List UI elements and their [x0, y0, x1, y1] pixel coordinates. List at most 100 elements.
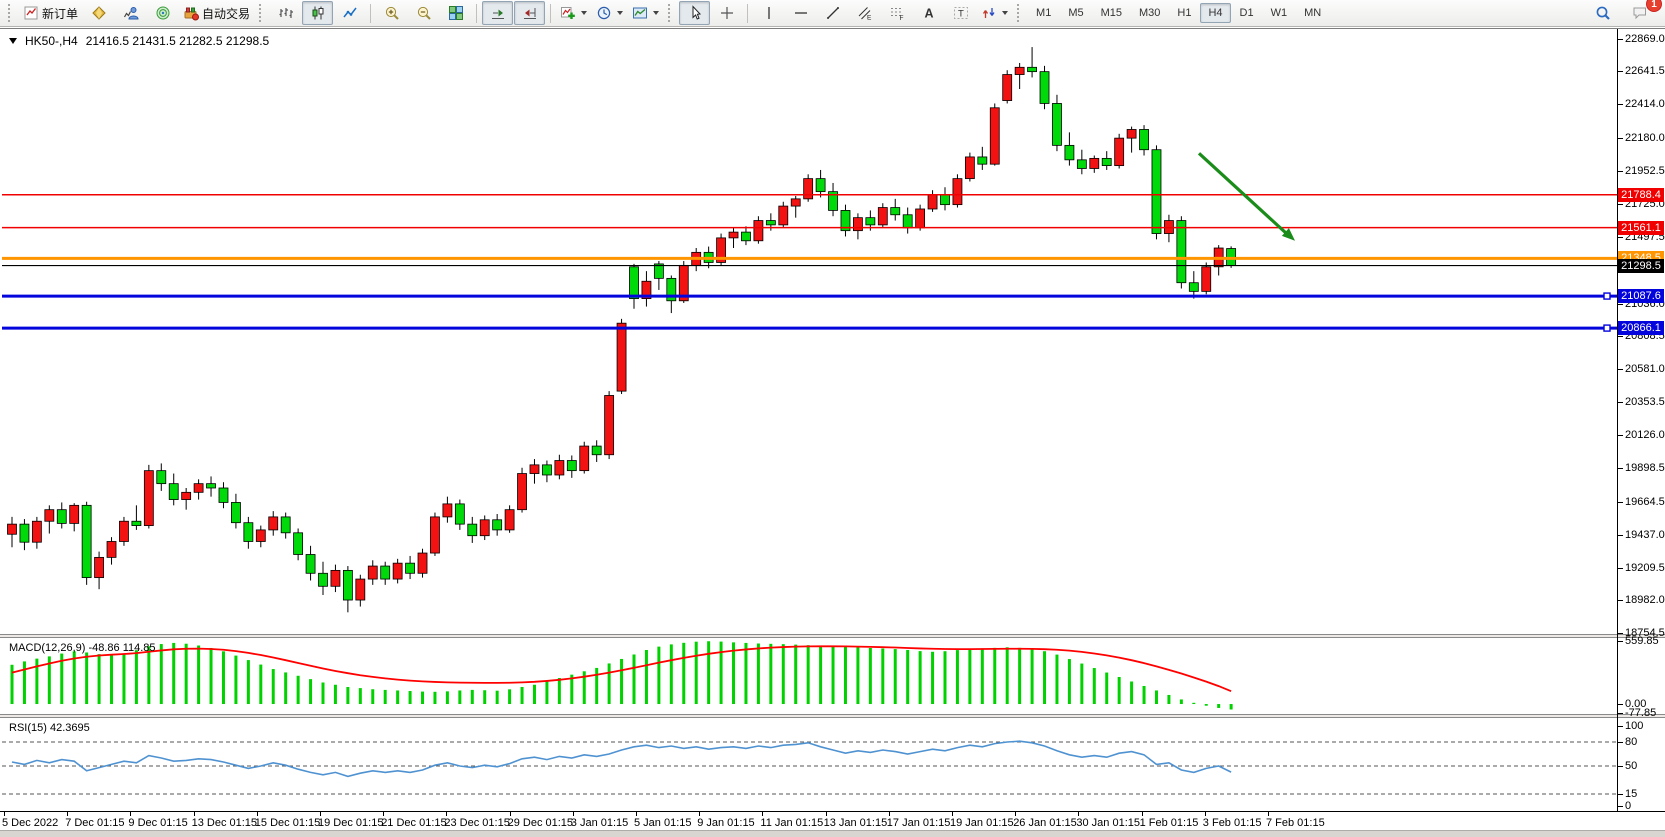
line-handle[interactable] [1603, 324, 1611, 332]
timeframe-button-m30[interactable]: M30 [1139, 7, 1161, 19]
time-tick-label: 1 Feb 01:15 [1139, 817, 1199, 829]
price-tick [1618, 336, 1623, 338]
gold-diamond-icon [91, 6, 106, 20]
time-axis[interactable]: 5 Dec 2022 7 Dec 01:15 9 Dec 01:15 13 Dec 0… [0, 811, 1665, 830]
tile-windows-icon [448, 6, 463, 20]
svg-text:E: E [867, 15, 872, 22]
text-button[interactable]: A [913, 1, 944, 25]
crosshair-button[interactable] [711, 1, 742, 25]
svg-text:T: T [958, 9, 964, 20]
timeframe-button-h4[interactable]: H4 [1200, 3, 1231, 23]
vline-icon [767, 7, 770, 19]
zoom-out-button[interactable] [408, 1, 439, 25]
macd-tick-label: 559.85 [1625, 635, 1659, 648]
price-tick-label: 19898.5 [1625, 461, 1665, 474]
timeframe-button-h1[interactable]: H1 [1177, 7, 1192, 19]
market-watch-button[interactable] [83, 1, 114, 25]
line-handle[interactable] [1603, 292, 1611, 300]
toolbar-separator [747, 3, 749, 23]
time-tick [1141, 812, 1143, 816]
rsi-tick-label: 50 [1625, 760, 1638, 772]
price-tick [1618, 567, 1623, 569]
pane-splitter[interactable] [0, 634, 1665, 638]
horizontal-line-button[interactable] [785, 1, 816, 25]
auto-trading-button[interactable]: 自动交易 [179, 1, 254, 25]
cursor-button[interactable] [679, 1, 711, 25]
period-button[interactable] [592, 1, 627, 25]
chart-shift-icon [523, 8, 536, 19]
time-tick-label: 3 Feb 01:15 [1202, 817, 1262, 829]
macd-pane-canvas[interactable] [2, 638, 1617, 714]
timeframe-button-m5[interactable]: M5 [1068, 7, 1084, 19]
timeframe-button-m1[interactable]: M1 [1036, 7, 1052, 19]
tile-windows-button[interactable] [440, 1, 471, 25]
time-tick-label: 21 Dec 01:15 [381, 817, 447, 829]
trend-arrow[interactable] [1197, 152, 1295, 241]
navigator-button[interactable] [147, 1, 178, 25]
trendline-button[interactable] [817, 1, 848, 25]
time-tick [699, 812, 701, 816]
toolbar-drag-handle[interactable] [668, 4, 674, 22]
zoom-out-icon [417, 6, 431, 20]
price-tick-label: 18982.0 [1625, 594, 1665, 607]
chat-button[interactable] [1624, 1, 1655, 25]
add-indicator-button[interactable] [556, 1, 591, 25]
chart-ohlc-values: 21416.5 21431.5 21282.5 21298.5 [85, 34, 270, 48]
auto-scroll-button[interactable] [482, 1, 514, 25]
main-chart-canvas[interactable] [2, 29, 1617, 634]
search-icon [1596, 6, 1610, 20]
search-button[interactable] [1587, 1, 1618, 25]
template-button[interactable] [628, 1, 663, 25]
rsi-tick [1618, 742, 1623, 743]
timeframe-button-m15[interactable]: M15 [1100, 7, 1122, 19]
candlestick-chart-button[interactable] [302, 1, 334, 25]
chevron-down-icon[interactable] [1002, 11, 1009, 15]
chevron-down-icon[interactable] [617, 11, 624, 15]
price-tick [1618, 467, 1623, 469]
toolbar-drag-handle[interactable] [1017, 4, 1023, 22]
vertical-line-button[interactable] [753, 1, 784, 25]
new-order-button[interactable]: 新订单 [19, 1, 82, 25]
time-tick-label: 9 Dec 01:15 [128, 817, 188, 829]
time-tick [256, 812, 258, 816]
rsi-tick [1618, 766, 1623, 767]
macd-label: MACD(12,26,9) -48.86 114.85 [9, 642, 156, 654]
new-order-button-label: 新订单 [42, 6, 79, 21]
collapse-triangle-icon[interactable] [9, 38, 17, 44]
time-tick [1204, 812, 1206, 816]
time-tick [825, 812, 827, 816]
rsi-pane-canvas[interactable] [2, 718, 1617, 811]
level-price-tag: 21087.6 [1618, 289, 1664, 304]
chart-window[interactable]: HK50-,H4 21416.5 21431.5 21282.5 21298.5… [0, 28, 1665, 837]
time-tick [4, 812, 5, 816]
chevron-down-icon[interactable] [581, 11, 588, 15]
price-tick [1618, 171, 1623, 173]
time-tick [572, 812, 574, 816]
price-tick-label: 19437.0 [1625, 528, 1665, 541]
time-tick [1015, 812, 1017, 816]
data-window-button[interactable] [115, 1, 146, 25]
time-tick-label: 19 Jan 01:15 [950, 817, 1014, 829]
arrows-button[interactable] [977, 1, 1012, 25]
toolbar-drag-handle[interactable] [8, 4, 14, 22]
time-tick-label: 9 Jan 01:15 [697, 817, 755, 829]
toolbar-drag-handle[interactable] [259, 4, 265, 22]
timeframe-button-w1[interactable]: W1 [1270, 7, 1288, 19]
pane-splitter[interactable] [0, 714, 1665, 718]
arrows-icon [982, 8, 995, 18]
macd-tick [1618, 641, 1623, 643]
time-tick-label: 17 Jan 01:15 [886, 817, 951, 829]
rsi-label: RSI(15) 42.3695 [9, 722, 90, 734]
line-chart-button[interactable] [334, 1, 365, 25]
fibonacci-button[interactable]: F [881, 1, 912, 25]
text-label-button[interactable]: T [945, 1, 976, 25]
bar-chart-button[interactable] [270, 1, 301, 25]
timeframe-button-mn[interactable]: MN [1304, 7, 1322, 19]
level-price-tag: 20866.1 [1618, 321, 1664, 336]
timeframe-button-d1[interactable]: D1 [1239, 7, 1254, 19]
chevron-down-icon[interactable] [653, 11, 660, 15]
equidistant-channel-button[interactable]: E [849, 1, 880, 25]
chart-shift-button[interactable] [514, 1, 546, 25]
zoom-in-button[interactable] [376, 1, 407, 25]
